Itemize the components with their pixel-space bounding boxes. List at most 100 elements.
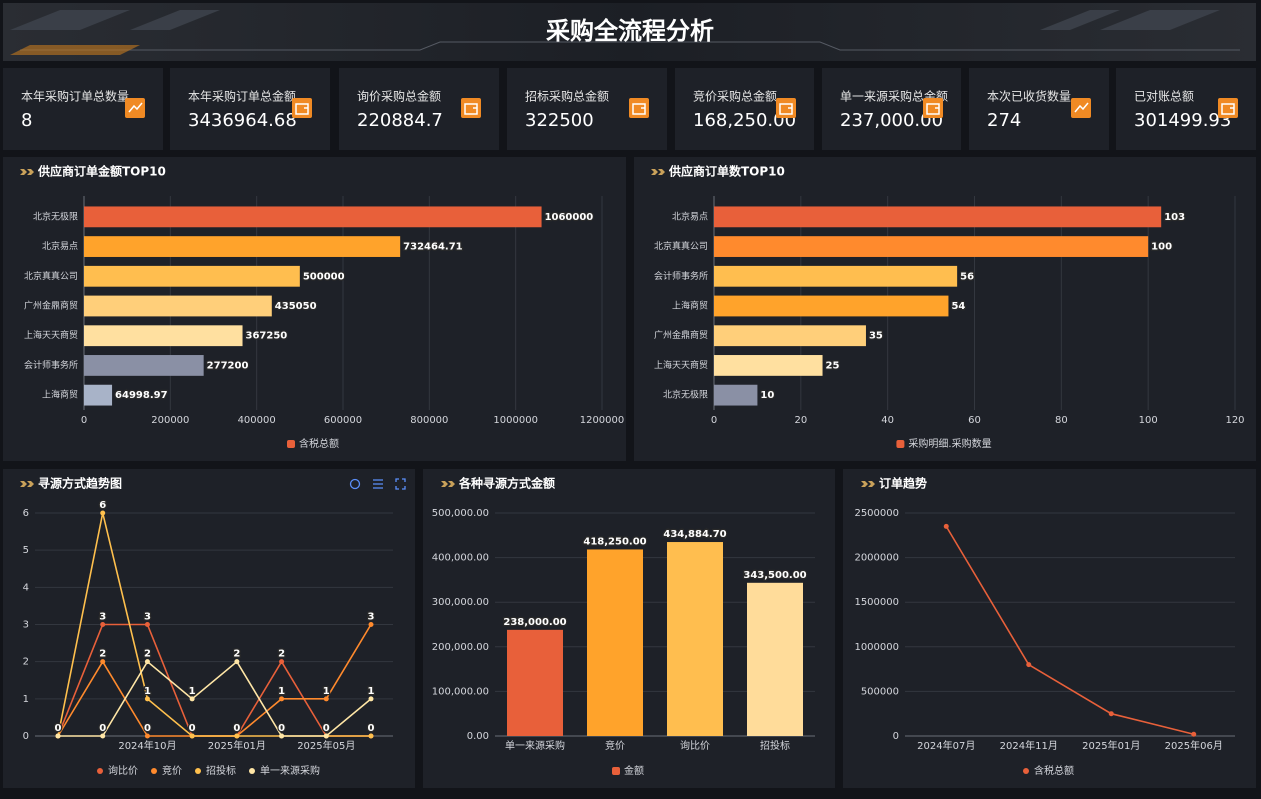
category-label: 北京真真公司 [24, 270, 78, 282]
category-label: 北京真真公司 [654, 240, 708, 252]
point [189, 696, 195, 702]
y-tick-label: 1 [23, 694, 29, 705]
y-tick-label: 0 [893, 731, 899, 742]
kpi-value: 322500 [525, 110, 594, 131]
point [1026, 662, 1032, 668]
value-label: 343,500.00 [743, 570, 806, 581]
panel-title: 订单趋势 [879, 476, 927, 491]
value-label: 0 [323, 723, 330, 734]
value-label: 2 [278, 649, 285, 660]
legend-label: 采购明细.采购数量 [908, 437, 991, 450]
x-tick-label: 400000 [238, 415, 276, 426]
header-deco [10, 45, 140, 55]
kpi-icon-glyph [926, 103, 940, 115]
value-label: 0 [323, 723, 330, 734]
y-tick-label: 200,000.00 [432, 642, 489, 653]
header-deco [1040, 10, 1220, 30]
legend-label: 含税总额 [299, 437, 339, 450]
kpi-icon-glyph [632, 103, 646, 115]
y-tick-label: 500000 [861, 686, 899, 697]
legend-label: 含税总额 [1034, 764, 1074, 777]
value-label: 1 [368, 686, 375, 697]
x-tick-label: 2025年01月 [208, 739, 266, 752]
value-label: 435050 [275, 301, 317, 312]
x-tick-label: 2024年10月 [118, 739, 176, 752]
title-marker [20, 481, 34, 487]
x-tick-label: 200000 [151, 415, 189, 426]
point [368, 696, 374, 702]
point [323, 733, 329, 739]
value-label: 0 [233, 723, 240, 734]
list-icon[interactable] [373, 479, 383, 489]
bar [84, 236, 401, 257]
kpi-value: 8 [21, 110, 32, 131]
x-tick-label: 40 [881, 415, 894, 426]
x-tick-label: 80 [1055, 415, 1068, 426]
value-label: 64998.97 [115, 390, 168, 401]
kpi-icon-glyph [1221, 103, 1235, 115]
value-label: 500000 [303, 271, 345, 282]
bar [714, 265, 958, 287]
kpi-value: 220884.7 [357, 110, 443, 131]
series-line [58, 660, 372, 737]
bar [84, 325, 243, 347]
x-tick-label: 60 [968, 415, 981, 426]
x-tick-label: 1200000 [580, 415, 625, 426]
panel-title: 各种寻源方式金额 [458, 476, 555, 491]
kpi-value: 301499.93 [1134, 110, 1231, 131]
value-label: 1060000 [545, 212, 594, 223]
legend-swatch [249, 768, 255, 774]
y-tick-label: 1000000 [854, 642, 899, 653]
y-tick-label: 1500000 [854, 597, 899, 608]
legend-label: 招投标 [206, 764, 236, 777]
y-tick-label: 6 [23, 508, 29, 519]
x-tick-label: 800000 [410, 415, 448, 426]
bar [587, 549, 643, 736]
bar [84, 355, 204, 376]
x-tick-label: 1000000 [493, 415, 538, 426]
y-tick-label: 2500000 [854, 508, 899, 519]
value-label: 100 [1151, 242, 1172, 253]
kpi-value: 237,000.00 [840, 110, 943, 131]
panel [3, 469, 415, 788]
fullscreen-icon[interactable] [395, 478, 406, 490]
category-label: 上海天天商贸 [24, 329, 78, 341]
title-marker [20, 169, 34, 175]
panel-title: 供应商订单金额TOP10 [37, 164, 166, 179]
bar [84, 295, 272, 317]
bar [714, 384, 758, 406]
point [55, 733, 61, 739]
title-marker [861, 481, 875, 487]
value-label: 0 [278, 723, 285, 734]
kpi-label: 本年采购订单总数量 [21, 89, 129, 104]
y-tick-label: 100,000.00 [432, 686, 489, 697]
category-label: 上海商贸 [672, 300, 708, 312]
value-label: 0 [189, 723, 196, 734]
legend-swatch [896, 440, 905, 448]
bar [714, 295, 949, 317]
bar [84, 384, 113, 406]
bar [714, 325, 866, 347]
point [144, 659, 150, 665]
value-label: 56 [960, 271, 974, 282]
category-label: 广州金鼎商贸 [24, 300, 78, 312]
kpi-icon-glyph [295, 103, 309, 115]
legend-swatch [1023, 768, 1029, 774]
value-label: 2 [233, 649, 240, 660]
x-tick-label: 20 [794, 415, 807, 426]
value-label: 0 [189, 723, 196, 734]
kpi-label: 本次已收货数量 [987, 89, 1071, 104]
kpi-value: 3436964.68 [188, 110, 297, 131]
y-tick-label: 300,000.00 [432, 597, 489, 608]
refresh-icon[interactable] [349, 478, 361, 490]
value-label: 418,250.00 [583, 536, 646, 547]
x-tick-label: 100 [1139, 415, 1158, 426]
value-label: 25 [826, 360, 840, 371]
title-marker [651, 169, 665, 175]
y-tick-label: 3 [23, 620, 29, 631]
page-title: 采购全流程分析 [546, 17, 714, 45]
x-tick-label: 竞价 [605, 739, 625, 752]
value-label: 0 [55, 723, 62, 734]
value-label: 0 [368, 723, 375, 734]
